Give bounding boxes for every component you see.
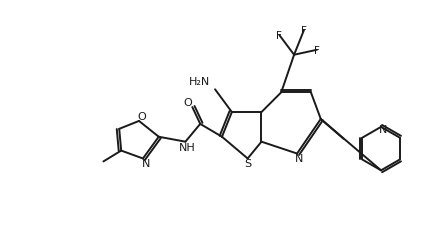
Text: N: N (378, 124, 386, 134)
Text: H₂N: H₂N (188, 77, 210, 87)
Text: S: S (244, 159, 251, 169)
Text: N: N (141, 159, 150, 169)
Text: F: F (276, 31, 282, 41)
Text: O: O (137, 112, 146, 122)
Text: F: F (313, 46, 319, 55)
Text: F: F (300, 26, 306, 36)
Text: NH: NH (179, 142, 195, 152)
Text: N: N (294, 154, 303, 164)
Text: O: O (183, 98, 191, 108)
